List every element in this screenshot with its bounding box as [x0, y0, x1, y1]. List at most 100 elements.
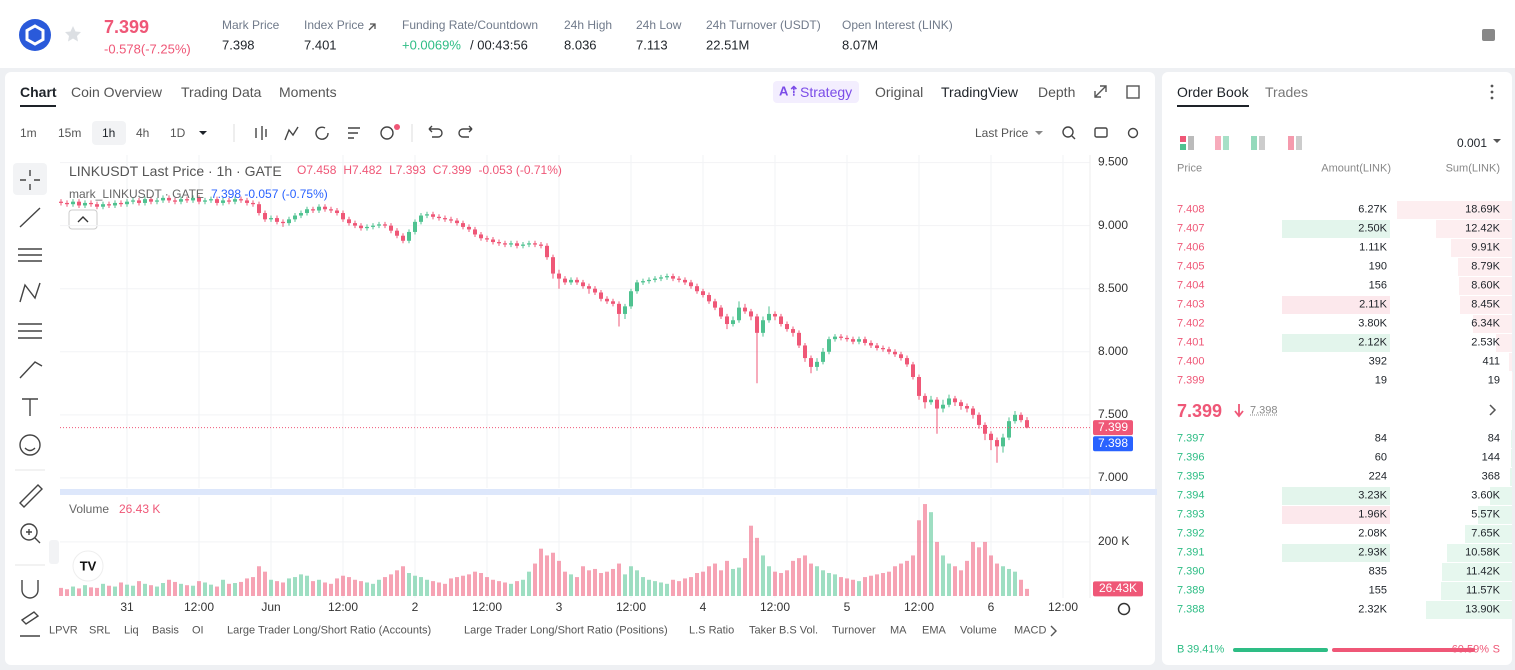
ob-price[interactable]: 7.394: [1177, 489, 1205, 502]
indicator[interactable]: MACD: [1014, 624, 1047, 637]
ob-price[interactable]: 7.402: [1177, 317, 1205, 330]
interval[interactable]: 1h: [102, 126, 116, 140]
ob-amount: 224: [1368, 470, 1387, 483]
mid-chevron[interactable]: [1489, 404, 1497, 416]
drawing-tools[interactable]: [18, 170, 43, 637]
ob-tab[interactable]: Trades: [1265, 84, 1309, 100]
ob-price[interactable]: 7.403: [1177, 298, 1205, 311]
interval[interactable]: 1D: [170, 126, 186, 140]
interval-caret[interactable]: [199, 131, 207, 135]
view-tab[interactable]: TradingView: [941, 84, 1019, 100]
header-icon[interactable]: [1482, 29, 1495, 41]
volume-bar: [203, 582, 207, 596]
precision-caret[interactable]: [1493, 139, 1501, 143]
toolbar-icons[interactable]: [255, 125, 1139, 141]
candle-body: [875, 345, 879, 348]
ob-price[interactable]: 7.388: [1177, 603, 1205, 616]
price-source[interactable]: Last Price: [975, 126, 1029, 140]
ob-price[interactable]: 7.405: [1177, 260, 1205, 273]
candle-body: [881, 347, 885, 350]
more-icon[interactable]: [1490, 96, 1494, 100]
volume-bar: [827, 573, 831, 596]
candle-body: [941, 404, 945, 409]
ob-price[interactable]: 7.395: [1177, 470, 1205, 483]
precision[interactable]: 0.001: [1456, 136, 1487, 150]
ob-price[interactable]: 7.391: [1177, 546, 1205, 559]
ob-price[interactable]: 7.390: [1177, 565, 1205, 578]
volume-bar: [131, 585, 135, 596]
indicator[interactable]: OI: [192, 624, 204, 637]
volume-bar: [881, 573, 885, 596]
indicator[interactable]: Turnover: [832, 624, 876, 637]
y-tick-label: 8.000: [1098, 344, 1128, 358]
indicator[interactable]: Large Trader Long/Short Ratio (Positions…: [464, 624, 668, 637]
ob-price[interactable]: 7.401: [1177, 336, 1205, 349]
ob-price[interactable]: 7.408: [1177, 203, 1205, 216]
volume-bar: [647, 579, 651, 596]
volume-bar: [491, 579, 495, 596]
interval[interactable]: 1m: [20, 126, 37, 140]
candle-body: [899, 354, 903, 359]
ob-sum: 9.91K: [1471, 241, 1500, 254]
candle-body: [467, 226, 471, 230]
candle-body: [791, 329, 795, 333]
depth-mode-icons[interactable]: [1180, 136, 1302, 150]
ob-amount: 155: [1368, 584, 1387, 597]
view-tab[interactable]: Depth: [1038, 84, 1076, 100]
volume-bar: [953, 566, 957, 596]
ob-price[interactable]: 7.399: [1177, 374, 1205, 387]
indicator[interactable]: LPVR: [49, 624, 78, 637]
chart-tab[interactable]: Chart: [20, 84, 57, 100]
expand-icon[interactable]: [1094, 85, 1107, 98]
volume-bar: [635, 570, 639, 596]
indicator[interactable]: SRL: [89, 624, 111, 637]
indicator[interactable]: Volume: [960, 624, 997, 637]
indicator[interactable]: MA: [890, 624, 907, 637]
candle-body: [89, 202, 93, 205]
indicator[interactable]: Basis: [152, 624, 179, 637]
ob-price[interactable]: 7.404: [1177, 279, 1205, 292]
candle-body: [125, 201, 129, 205]
favorite-star[interactable]: [65, 26, 81, 42]
source-caret[interactable]: [1035, 131, 1043, 135]
ob-price[interactable]: 7.389: [1177, 584, 1205, 597]
volume-bar: [857, 581, 861, 596]
candle-body: [239, 199, 243, 201]
strategy-pill[interactable]: [773, 81, 859, 103]
candle-body: [107, 204, 111, 206]
view-tab[interactable]: Original: [875, 84, 924, 100]
depth-bar: [1426, 601, 1512, 619]
candle-body: [905, 358, 909, 365]
chart-tab[interactable]: Trading Data: [181, 84, 262, 100]
interval[interactable]: 4h: [136, 126, 150, 140]
ob-tab[interactable]: Order Book: [1177, 84, 1249, 100]
window-icon[interactable]: [1126, 85, 1140, 99]
settings-icon[interactable]: [1117, 602, 1131, 616]
collapse-button[interactable]: [68, 209, 98, 230]
interval[interactable]: 15m: [58, 126, 82, 140]
indicator[interactable]: EMA: [922, 624, 946, 637]
ob-price[interactable]: 7.406: [1177, 241, 1205, 254]
candle-body: [809, 358, 813, 367]
chart-tab[interactable]: Coin Overview: [71, 84, 163, 100]
ob-price[interactable]: 7.396: [1177, 451, 1205, 464]
ob-price[interactable]: 7.393: [1177, 508, 1205, 521]
volume-bar: [251, 577, 255, 596]
ob-price[interactable]: 7.397: [1177, 432, 1205, 445]
ob-price[interactable]: 7.392: [1177, 527, 1205, 540]
side-handle[interactable]: [49, 540, 59, 564]
ai-icon: A⇡: [779, 83, 799, 98]
volume-bar: [563, 571, 567, 596]
ob-price[interactable]: 7.407: [1177, 222, 1205, 235]
pane-separator[interactable]: [60, 489, 1157, 495]
ob-price[interactable]: 7.400: [1177, 355, 1205, 368]
view-tab[interactable]: Strategy: [800, 84, 853, 100]
indicator[interactable]: Taker B.S Vol.: [749, 624, 819, 637]
candle-body: [857, 339, 861, 342]
volume-bar: [785, 570, 789, 596]
indicator-next[interactable]: [1050, 625, 1057, 637]
chart-tab[interactable]: Moments: [279, 84, 337, 100]
indicator[interactable]: L.S Ratio: [689, 624, 735, 637]
indicator[interactable]: Large Trader Long/Short Ratio (Accounts): [227, 624, 432, 637]
indicator[interactable]: Liq: [124, 624, 139, 637]
